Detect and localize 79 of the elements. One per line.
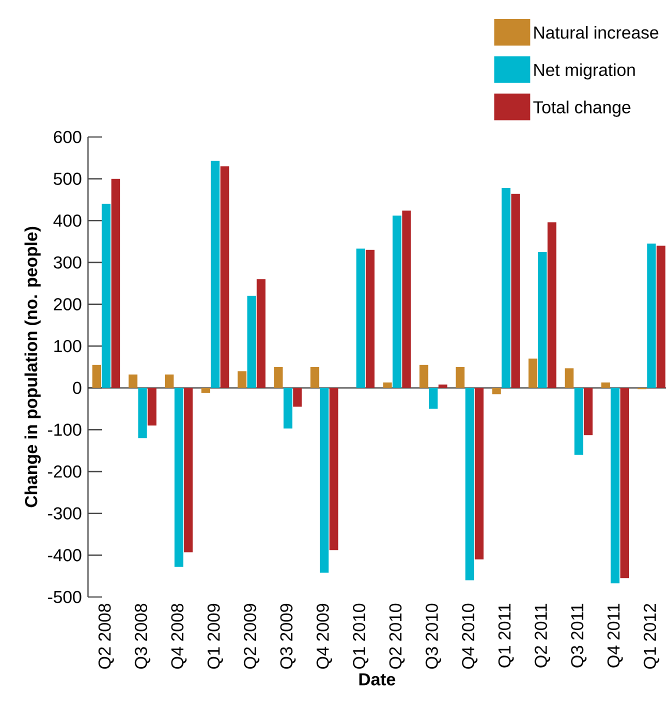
y-tick-label: 500 — [54, 172, 82, 185]
bar — [184, 388, 193, 552]
bar — [128, 374, 138, 388]
bar — [164, 374, 174, 388]
y-tick-label: 400 — [53, 214, 82, 227]
bar — [256, 279, 266, 388]
bar — [201, 388, 210, 393]
bar — [610, 388, 620, 584]
x-tick-label: Q4 2008 — [171, 604, 187, 669]
bar — [247, 296, 256, 388]
bar — [511, 194, 520, 388]
x-tick-label: Q1 2011 — [498, 604, 514, 668]
x-tick-label: Q1 2012 — [644, 604, 660, 669]
legend-label: Total change — [533, 100, 630, 117]
y-tick-label: -100 — [48, 424, 82, 436]
bar — [220, 166, 230, 388]
bar — [102, 204, 111, 388]
x-axis-title: Date — [359, 673, 396, 686]
bar — [492, 388, 501, 394]
x-tick-label: Q4 2010 — [462, 604, 478, 669]
x-tick-label: Q1 2010 — [352, 604, 368, 669]
bar — [438, 384, 448, 388]
y-tick-label: 100 — [54, 340, 82, 352]
x-tick-label: Q3 2010 — [426, 604, 442, 669]
bar — [329, 388, 338, 550]
bar — [320, 388, 329, 573]
bar — [366, 250, 375, 388]
bar — [148, 388, 156, 426]
bar — [111, 178, 120, 388]
y-tick-label: 0 — [72, 382, 82, 394]
bar — [419, 364, 428, 388]
bar — [620, 388, 629, 578]
bar — [402, 210, 411, 388]
legend-label: Net migration — [534, 63, 635, 80]
x-tick-label: Q2 2010 — [389, 604, 405, 669]
bar — [564, 368, 574, 388]
bar — [574, 388, 584, 455]
bar — [92, 364, 102, 388]
bar — [210, 160, 220, 388]
bar — [584, 388, 593, 436]
y-tick-label: 300 — [54, 256, 82, 269]
bar — [465, 388, 474, 580]
legend-label: Natural increase — [534, 26, 658, 39]
x-tick-label: Q4 2009 — [316, 604, 332, 669]
bar — [601, 382, 610, 388]
x-tick-label: Q3 2009 — [280, 604, 296, 669]
bar — [284, 388, 292, 428]
bar — [474, 388, 484, 560]
bar — [656, 246, 666, 388]
y-tick-label: 200 — [54, 298, 82, 310]
bar — [502, 188, 510, 388]
x-tick-label: Q2 2009 — [244, 604, 260, 669]
y-tick-label: -300 — [48, 507, 82, 520]
bar — [383, 382, 392, 388]
bar — [392, 216, 402, 388]
x-tick-label: Q4 2011 — [607, 604, 623, 668]
bar — [548, 222, 556, 388]
bar — [538, 252, 547, 388]
bar — [528, 358, 538, 388]
bar — [174, 388, 184, 567]
x-tick-label: Q1 2009 — [208, 604, 223, 669]
bar — [456, 367, 465, 388]
bar — [274, 367, 283, 388]
y-tick-label: -400 — [48, 549, 82, 562]
y-tick-label: -500 — [48, 590, 82, 604]
x-tick-label: Q3 2008 — [134, 604, 150, 669]
bar — [428, 388, 438, 409]
bar — [238, 371, 246, 388]
y-tick-label: 600 — [54, 130, 82, 144]
bar — [647, 244, 656, 388]
bar — [310, 367, 320, 388]
y-tick-label: -200 — [48, 465, 82, 478]
y-axis-title: Change in population (no. people) — [24, 226, 41, 508]
bar — [138, 388, 147, 438]
bar — [356, 248, 366, 388]
x-tick-label: Q3 2011 — [571, 604, 586, 668]
bar — [293, 388, 302, 407]
x-tick-label: Q2 2008 — [98, 604, 114, 669]
x-tick-label: Q2 2011 — [534, 604, 550, 668]
